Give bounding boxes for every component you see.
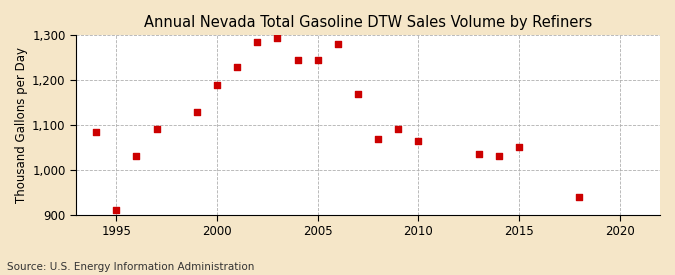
Point [313,58,323,62]
Point [272,35,283,40]
Point [131,154,142,158]
Point [413,138,424,143]
Point [91,130,102,134]
Point [373,137,383,142]
Point [514,145,524,150]
Point [574,194,585,199]
Point [333,42,344,46]
Point [192,109,202,114]
Point [151,127,162,132]
Point [473,152,484,156]
Point [292,58,303,62]
Point [393,127,404,132]
Point [352,91,363,96]
Text: Source: U.S. Energy Information Administration: Source: U.S. Energy Information Administ… [7,262,254,272]
Point [111,208,122,212]
Point [252,40,263,44]
Point [493,154,504,158]
Y-axis label: Thousand Gallons per Day: Thousand Gallons per Day [15,47,28,203]
Point [212,82,223,87]
Point [232,65,242,69]
Title: Annual Nevada Total Gasoline DTW Sales Volume by Refiners: Annual Nevada Total Gasoline DTW Sales V… [144,15,592,30]
